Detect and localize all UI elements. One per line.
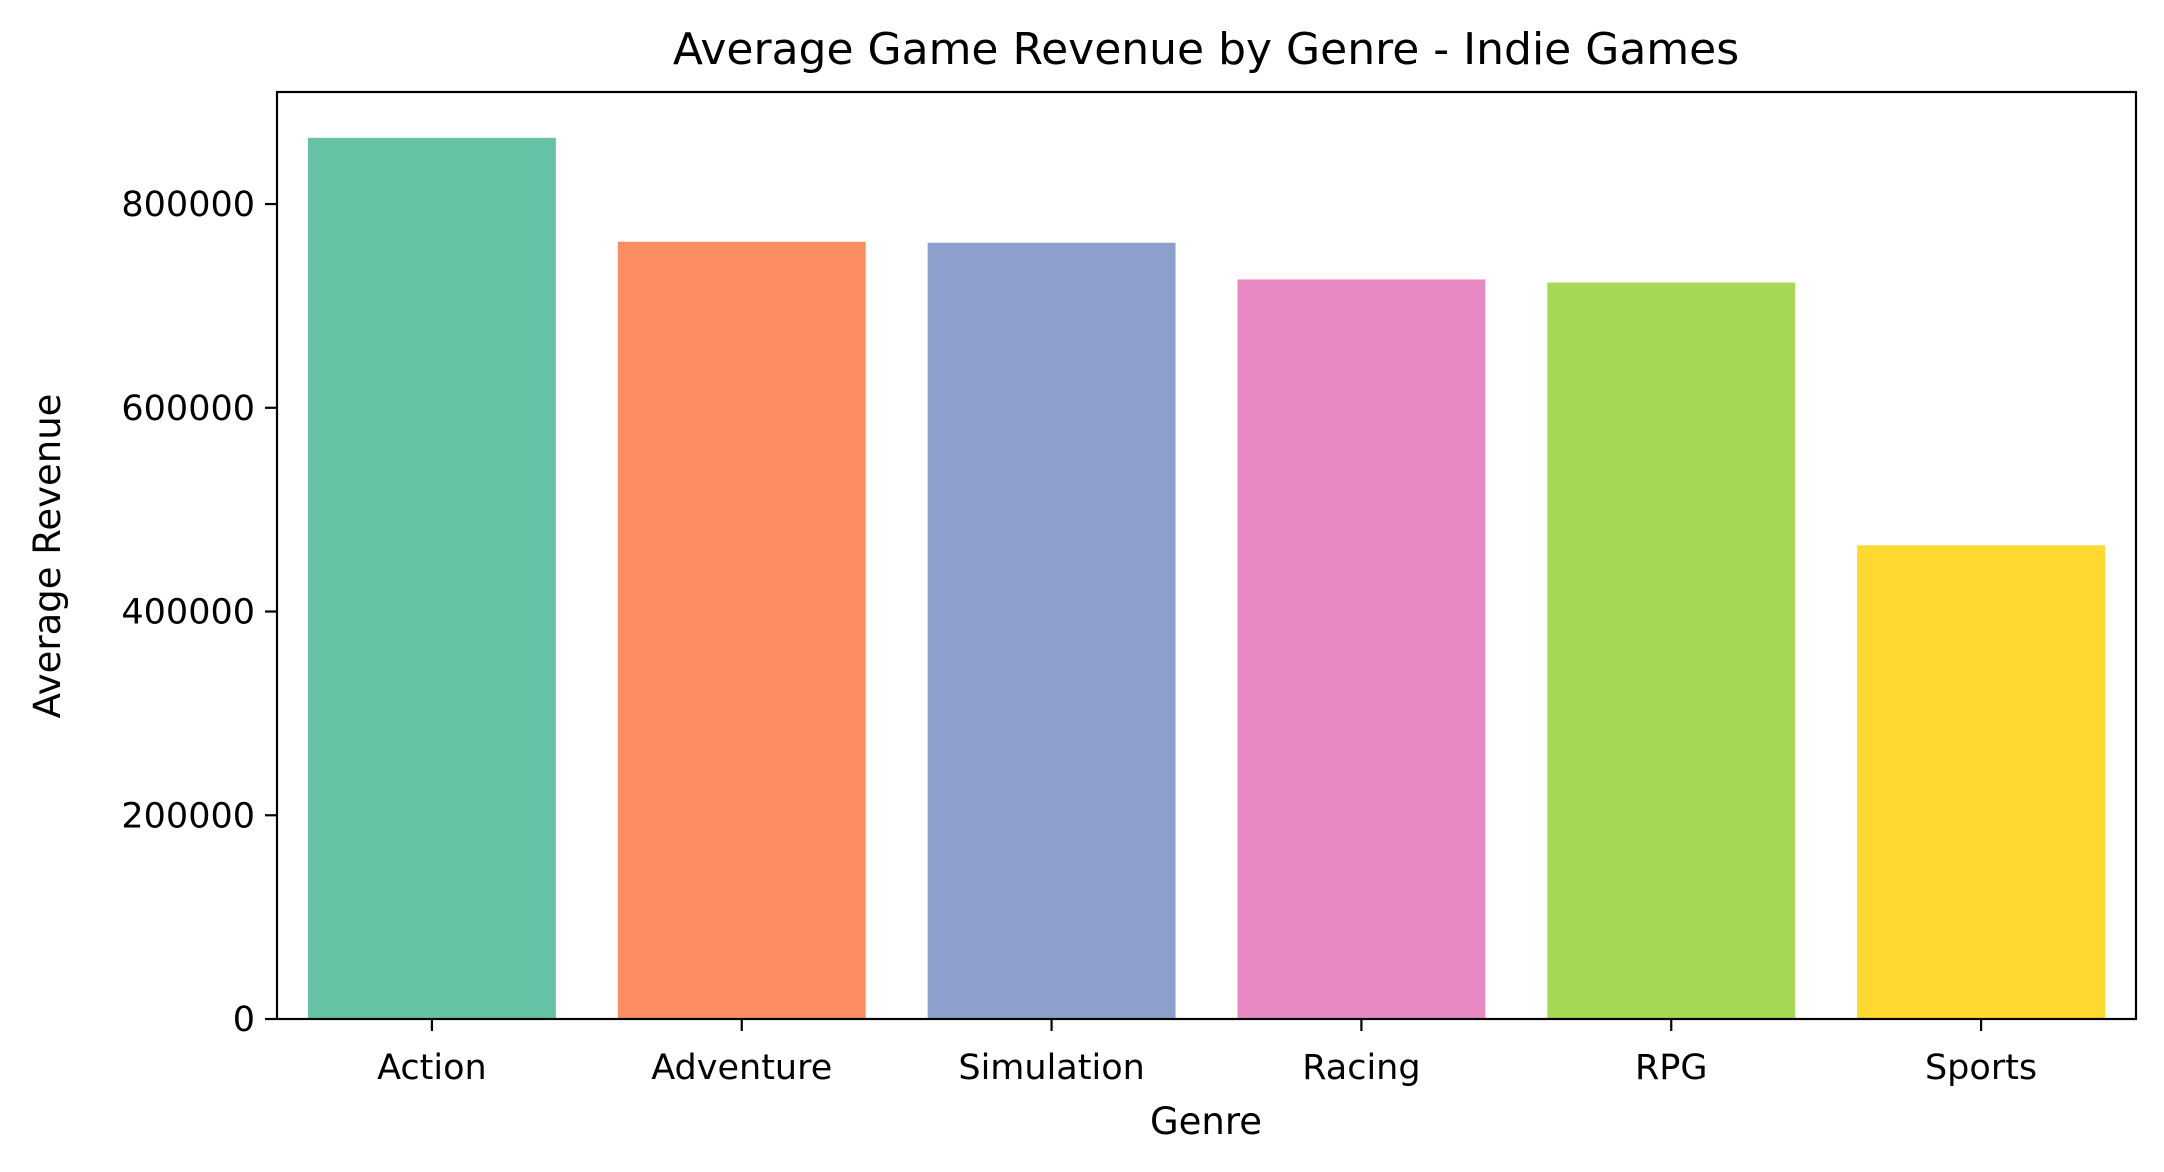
x-tick-label-rpg: RPG <box>1635 1048 1708 1088</box>
y-tick-label-200000: 200000 <box>121 796 255 836</box>
chart-title: Average Game Revenue by Genre - Indie Ga… <box>673 24 1739 75</box>
bar-simulation <box>927 242 1176 1019</box>
x-tick-label-sports: Sports <box>1925 1048 2037 1088</box>
bar-rpg <box>1547 282 1796 1019</box>
plot-frame <box>275 90 2138 1021</box>
x-tick-label-simulation: Simulation <box>958 1048 1144 1088</box>
x-axis-label: Genre <box>1150 1100 1262 1143</box>
x-tick-label-racing: Racing <box>1302 1048 1420 1088</box>
bar-sports <box>1857 545 2106 1019</box>
bar-adventure <box>617 241 866 1019</box>
y-tick-label-600000: 600000 <box>121 389 255 429</box>
x-tick-label-action: Action <box>377 1048 487 1088</box>
y-tick-label-0: 0 <box>233 1000 255 1040</box>
y-tick-label-800000: 800000 <box>121 185 255 225</box>
y-axis-label: Average Revenue <box>26 394 69 719</box>
y-tick-label-400000: 400000 <box>121 593 255 633</box>
x-tick-label-adventure: Adventure <box>651 1048 832 1088</box>
plot-area: Action Adventure Simulation Racing RPG Sports… <box>121 90 2138 1088</box>
bar-racing <box>1237 279 1486 1019</box>
bar-action <box>307 137 556 1020</box>
